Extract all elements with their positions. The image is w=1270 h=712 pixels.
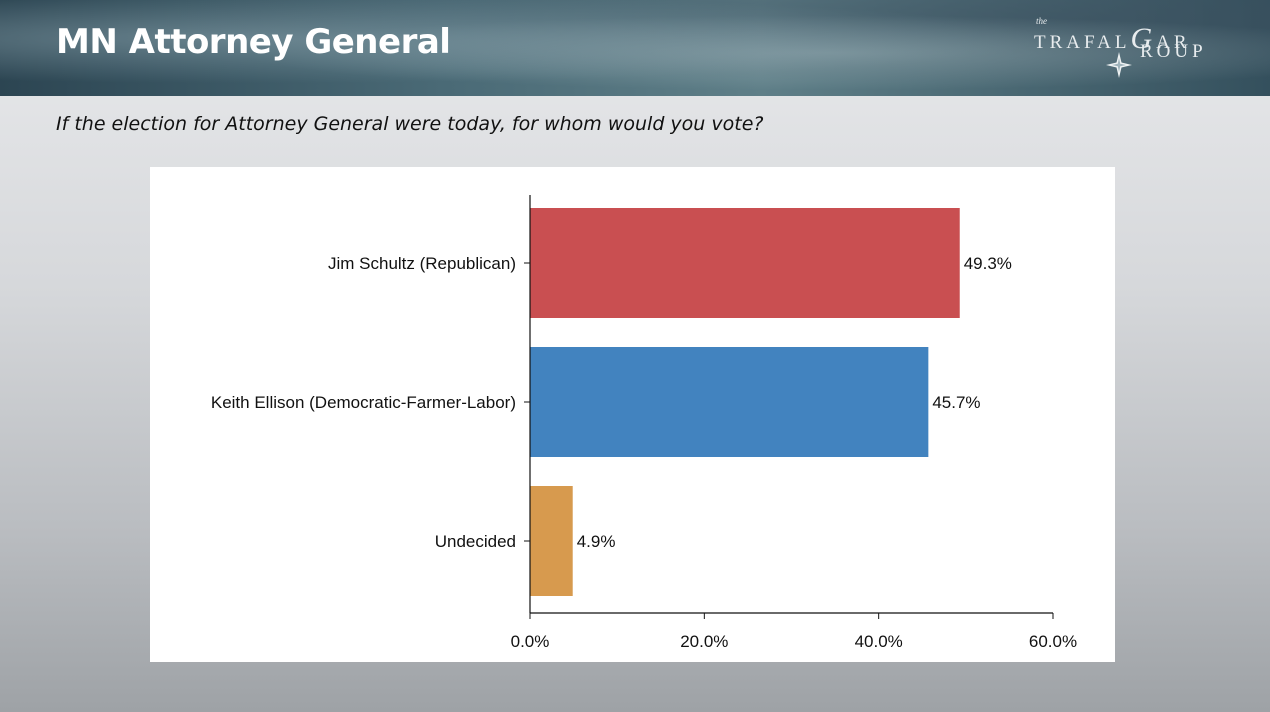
x-tick-label-2: 40.0%	[855, 632, 903, 651]
value-label-1: 45.7%	[932, 393, 980, 412]
survey-question: If the election for Attorney General wer…	[56, 113, 764, 135]
logo-g: G	[1130, 22, 1157, 55]
page-title: MN Attorney General	[56, 22, 451, 62]
header-banner: MN Attorney General the TRAFALGAR ROUP	[0, 0, 1270, 96]
bar-1	[530, 347, 929, 457]
bar-0	[530, 208, 960, 318]
x-tick-label-1: 20.0%	[680, 632, 728, 651]
value-label-0: 49.3%	[964, 254, 1012, 273]
logo-word-group: ROUP	[1140, 41, 1207, 62]
trafalgar-group-logo: the TRAFALGAR ROUP	[1030, 14, 1230, 84]
bar-chart: Jim Schultz (Republican) 49.3% Keith Ellis…	[211, 195, 1077, 651]
compass-star-icon	[1106, 52, 1132, 78]
category-label-2: Undecided	[435, 532, 516, 551]
category-label-0: Jim Schultz (Republican)	[328, 254, 516, 273]
logo-trafal: TRAFAL	[1034, 32, 1131, 53]
category-label-1: Keith Ellison (Democratic-Farmer-Labor)	[211, 393, 516, 412]
logo-the: the	[1036, 16, 1047, 26]
logo-ar: AR	[1156, 32, 1191, 53]
value-label-2: 4.9%	[577, 532, 616, 551]
logo-word-trafalgar: TRAFALGAR	[1034, 22, 1191, 56]
chart-panel: Jim Schultz (Republican) 49.3% Keith Ellis…	[150, 167, 1115, 662]
x-tick-label-3: 60.0%	[1029, 632, 1077, 651]
x-tick-label-0: 0.0%	[511, 632, 550, 651]
bar-2	[530, 486, 573, 596]
